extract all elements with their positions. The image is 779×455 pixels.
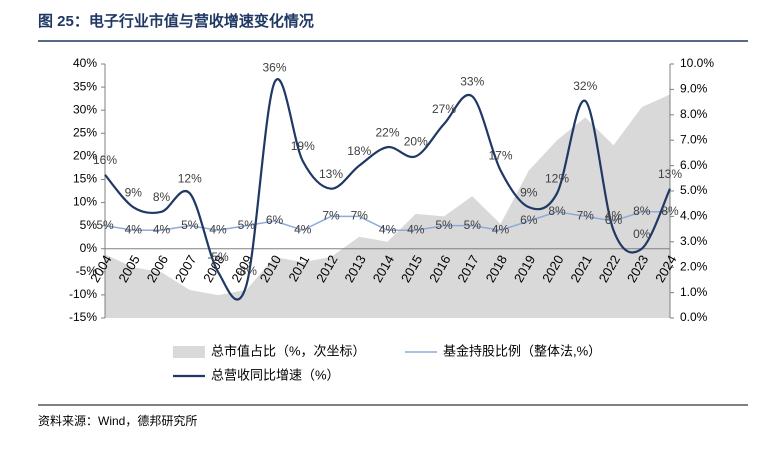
data-label: 27%	[432, 102, 456, 116]
y2-tick-label: 6.0%	[680, 158, 708, 172]
data-label: 5%	[181, 218, 199, 232]
data-label: -8%	[236, 264, 258, 278]
data-label: 13%	[658, 167, 682, 181]
y2-tick-label: 3.0%	[680, 234, 708, 248]
y2-tick-label: 7.0%	[680, 132, 708, 146]
data-label: 6%	[605, 213, 623, 227]
y-tick-label: 40%	[73, 56, 97, 70]
y2-tick-label: 9.0%	[680, 82, 708, 96]
data-label: 8%	[548, 204, 566, 218]
data-label: 12%	[545, 171, 569, 185]
y-tick-label: 0%	[80, 241, 98, 255]
y2-tick-label: 10.0%	[680, 56, 714, 70]
data-label: 20%	[404, 135, 428, 149]
data-label: 4%	[294, 222, 312, 236]
chart-title: 图 25：电子行业市值与营收增速变化情况	[38, 12, 314, 30]
legend-label: 总市值占比（%，次坐标）	[211, 343, 366, 358]
data-label: 4%	[492, 222, 510, 236]
data-label: 12%	[178, 171, 202, 185]
y-tick-label: 10%	[73, 195, 97, 209]
y-tick-label: 20%	[73, 149, 97, 163]
data-label: 5%	[435, 218, 453, 232]
data-label: 7%	[351, 209, 369, 223]
data-label: 4%	[605, 208, 623, 222]
y-tick-label: 30%	[73, 102, 97, 116]
data-label: 5%	[96, 218, 114, 232]
y2-tick-label: 5.0%	[680, 183, 708, 197]
data-label: 6%	[520, 213, 538, 227]
data-label: 36%	[262, 61, 286, 75]
legend-swatch	[173, 346, 205, 358]
y2-tick-label: 1.0%	[680, 285, 708, 299]
data-label: -5%	[207, 250, 229, 264]
data-label: 7%	[322, 209, 340, 223]
data-label: 9%	[125, 185, 143, 199]
data-label: 33%	[460, 74, 484, 88]
y2-tick-label: 4.0%	[680, 209, 708, 223]
area	[105, 94, 670, 318]
y-tick-label: -15%	[69, 310, 97, 324]
y-tick-label: 25%	[73, 125, 97, 139]
data-label: 17%	[488, 148, 512, 162]
data-label: 4%	[125, 222, 143, 236]
data-label: 4%	[379, 222, 397, 236]
y2-tick-label: 0.0%	[680, 310, 708, 324]
data-label: 7%	[577, 209, 595, 223]
data-label: 32%	[573, 79, 597, 93]
y-tick-label: -10%	[69, 287, 97, 301]
data-label: 5%	[464, 218, 482, 232]
y2-tick-label: 2.0%	[680, 259, 708, 273]
data-label: 8%	[661, 204, 679, 218]
y-tick-label: 15%	[73, 172, 97, 186]
data-label: 9%	[520, 185, 538, 199]
y-tick-label: 5%	[80, 218, 98, 232]
data-label: 13%	[319, 167, 343, 181]
y2-tick-label: 8.0%	[680, 107, 708, 121]
data-label: 0%	[633, 227, 651, 241]
data-label: 8%	[153, 190, 171, 204]
data-label: 22%	[375, 125, 399, 139]
y-tick-label: 35%	[73, 79, 97, 93]
data-label: 18%	[347, 144, 371, 158]
data-label: 4%	[209, 222, 227, 236]
legend-label: 基金持股比例（整体法,%）	[443, 343, 601, 358]
data-label: 6%	[266, 213, 284, 227]
x-tick-label: 2007	[172, 252, 199, 285]
y-tick-label: -5%	[76, 264, 98, 278]
source: 资料来源：Wind，德邦研究所	[38, 413, 197, 428]
data-label: 4%	[407, 222, 425, 236]
line	[104, 78, 671, 301]
data-label: 4%	[153, 222, 171, 236]
data-label: 8%	[633, 204, 651, 218]
legend-label: 总营收同比增速（%）	[211, 367, 340, 382]
data-label: 19%	[291, 139, 315, 153]
line	[104, 211, 670, 232]
data-label: 16%	[93, 153, 117, 167]
data-label: 5%	[238, 218, 256, 232]
